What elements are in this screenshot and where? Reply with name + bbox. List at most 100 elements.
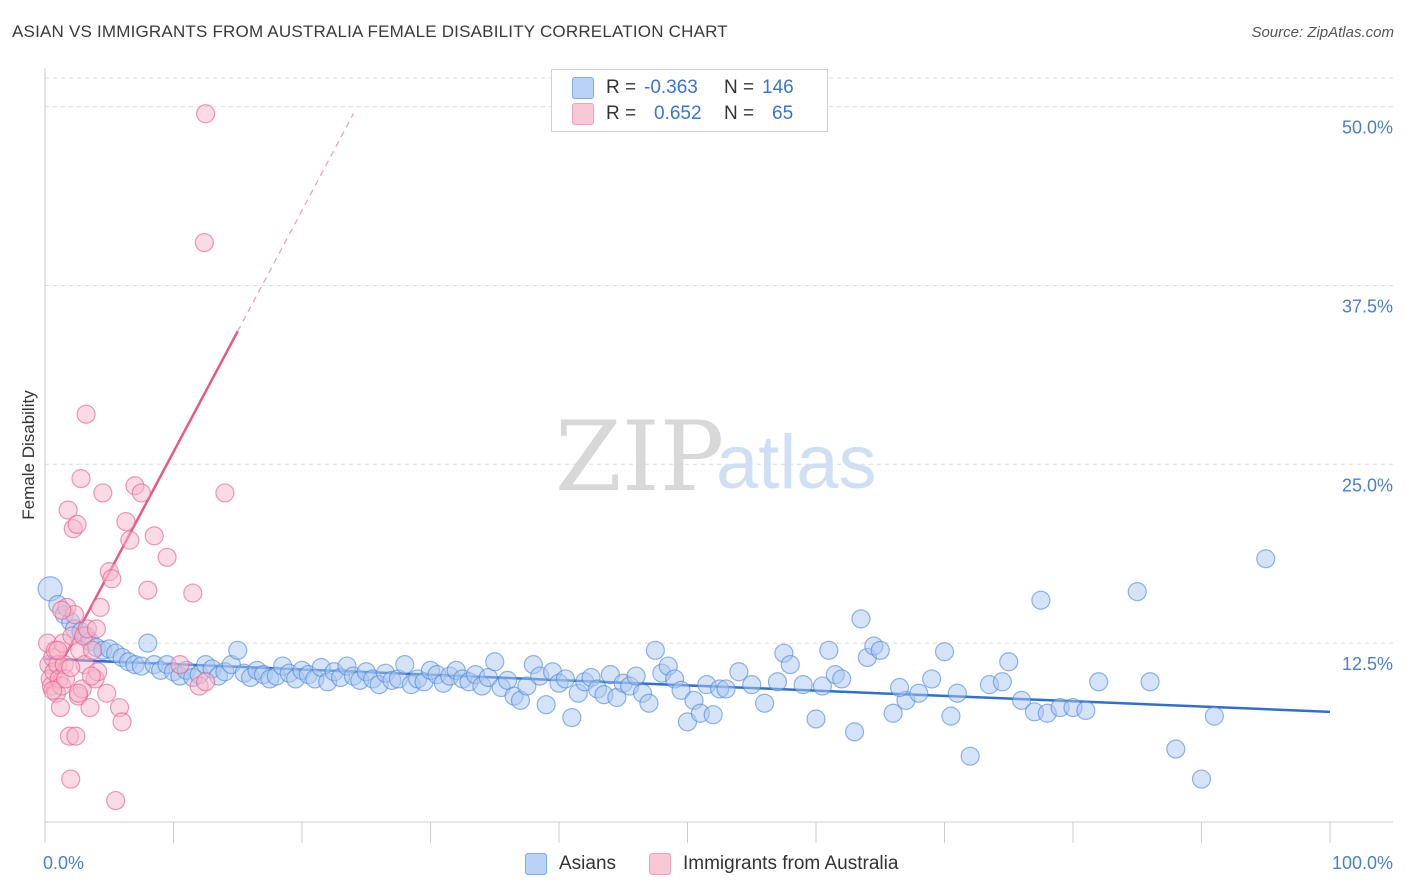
point-immigrants xyxy=(116,511,136,532)
legend-r-value: -0.363 xyxy=(644,77,698,98)
legend-r-label: R = xyxy=(606,77,637,98)
point-asians xyxy=(639,693,659,713)
bottom-legend-swatch-asians xyxy=(525,853,547,875)
point-asians xyxy=(947,683,967,703)
gridlines xyxy=(45,77,1393,644)
point-immigrants xyxy=(183,583,203,603)
point-immigrants xyxy=(196,672,216,692)
point-asians xyxy=(934,642,955,662)
point-asians xyxy=(1031,590,1051,610)
point-immigrants xyxy=(80,697,100,718)
point-asians xyxy=(883,703,903,723)
point-immigrants xyxy=(66,726,86,746)
point-asians xyxy=(889,677,910,698)
point-immigrants xyxy=(82,640,103,660)
point-asians xyxy=(844,722,865,742)
bottom-legend-immigrants: Immigrants from Australia xyxy=(649,852,898,876)
point-immigrants xyxy=(50,697,71,718)
point-asians xyxy=(922,669,942,689)
point-asians xyxy=(819,640,839,660)
source-label: Source: ZipAtlas.com xyxy=(1251,24,1394,41)
y-tick-label: 37.5% xyxy=(1342,296,1393,316)
point-immigrants xyxy=(71,469,91,489)
point-asians xyxy=(1140,672,1160,692)
point-immigrants xyxy=(97,683,117,703)
point-immigrants xyxy=(106,790,126,811)
point-immigrants xyxy=(58,500,78,520)
point-asians xyxy=(870,640,890,660)
point-immigrants xyxy=(131,483,151,503)
axes xyxy=(44,68,1393,843)
point-asians xyxy=(1076,700,1096,721)
point-asians xyxy=(517,676,537,696)
legend-n-label: N = xyxy=(724,77,755,98)
legend-r-value: 0.652 xyxy=(654,103,702,124)
legend-n-value: 146 xyxy=(762,77,794,98)
y-tick-label: 50.0% xyxy=(1342,118,1393,138)
point-asians xyxy=(793,675,813,695)
point-asians xyxy=(729,662,749,682)
legend-swatch-asians xyxy=(572,77,594,99)
point-immigrants xyxy=(43,680,63,700)
point-asians xyxy=(909,683,929,703)
point-immigrants xyxy=(52,600,72,620)
point-asians xyxy=(806,709,826,729)
chart-title: ASIAN VS IMMIGRANTS FROM AUSTRALIA FEMAL… xyxy=(12,22,728,41)
point-asians xyxy=(780,655,800,675)
point-asians xyxy=(767,672,788,692)
point-asians xyxy=(395,655,415,675)
point-immigrants xyxy=(90,597,110,617)
point-immigrants xyxy=(112,712,132,732)
point-asians xyxy=(671,680,691,700)
point-immigrants xyxy=(61,769,81,789)
point-asians xyxy=(626,666,646,686)
point-immigrants xyxy=(157,547,177,567)
point-asians xyxy=(645,640,665,660)
point-asians xyxy=(742,675,762,695)
point-asians xyxy=(536,695,556,715)
point-asians xyxy=(1166,739,1186,759)
watermark-zip: ZIP xyxy=(555,401,724,513)
point-asians xyxy=(555,669,576,689)
point-asians xyxy=(562,707,582,728)
point-immigrants xyxy=(68,683,89,703)
x-tick-label: 100.0% xyxy=(1332,853,1393,873)
point-immigrants xyxy=(81,666,101,686)
point-asians xyxy=(832,669,852,689)
tick-labels: 12.5% 25.0% 37.5% 50.0% 0.0% 100.0% xyxy=(43,118,1393,873)
point-immigrants xyxy=(48,640,68,660)
point-asians xyxy=(999,652,1019,672)
point-asians xyxy=(138,633,158,653)
point-asians xyxy=(228,640,248,660)
y-tick-label: 25.0% xyxy=(1342,475,1393,495)
legend-swatch-immigrants xyxy=(572,103,594,125)
point-asians xyxy=(851,609,871,629)
y-tick-label: 12.5% xyxy=(1342,654,1393,674)
point-asians xyxy=(485,652,505,672)
legend: R = -0.363 N = 146 R = 0.652 N = 65 xyxy=(551,69,828,132)
point-immigrants xyxy=(120,530,140,550)
point-immigrants xyxy=(170,655,190,675)
point-asians xyxy=(1089,672,1109,692)
point-asians xyxy=(716,679,736,699)
point-asians xyxy=(703,705,723,725)
points xyxy=(37,104,1276,811)
legend-row-immigrants: R = 0.652 N = 65 xyxy=(572,102,793,126)
point-immigrants xyxy=(93,483,113,503)
point-immigrants xyxy=(215,483,235,503)
bottom-legend-label-asians: Asians xyxy=(559,853,617,874)
bottom-legend-swatch-immigrants xyxy=(649,853,671,875)
point-asians xyxy=(1191,769,1212,789)
legend-r-label: R = xyxy=(606,103,637,124)
legend-n-label: N = xyxy=(724,103,755,124)
point-immigrants xyxy=(102,569,122,589)
point-immigrants xyxy=(76,404,96,424)
point-asians xyxy=(812,676,833,696)
point-asians xyxy=(941,706,961,726)
point-immigrants xyxy=(67,514,87,535)
point-asians xyxy=(1011,690,1032,710)
point-immigrants xyxy=(138,580,158,600)
point-immigrants xyxy=(144,526,164,546)
point-immigrants xyxy=(61,657,81,678)
